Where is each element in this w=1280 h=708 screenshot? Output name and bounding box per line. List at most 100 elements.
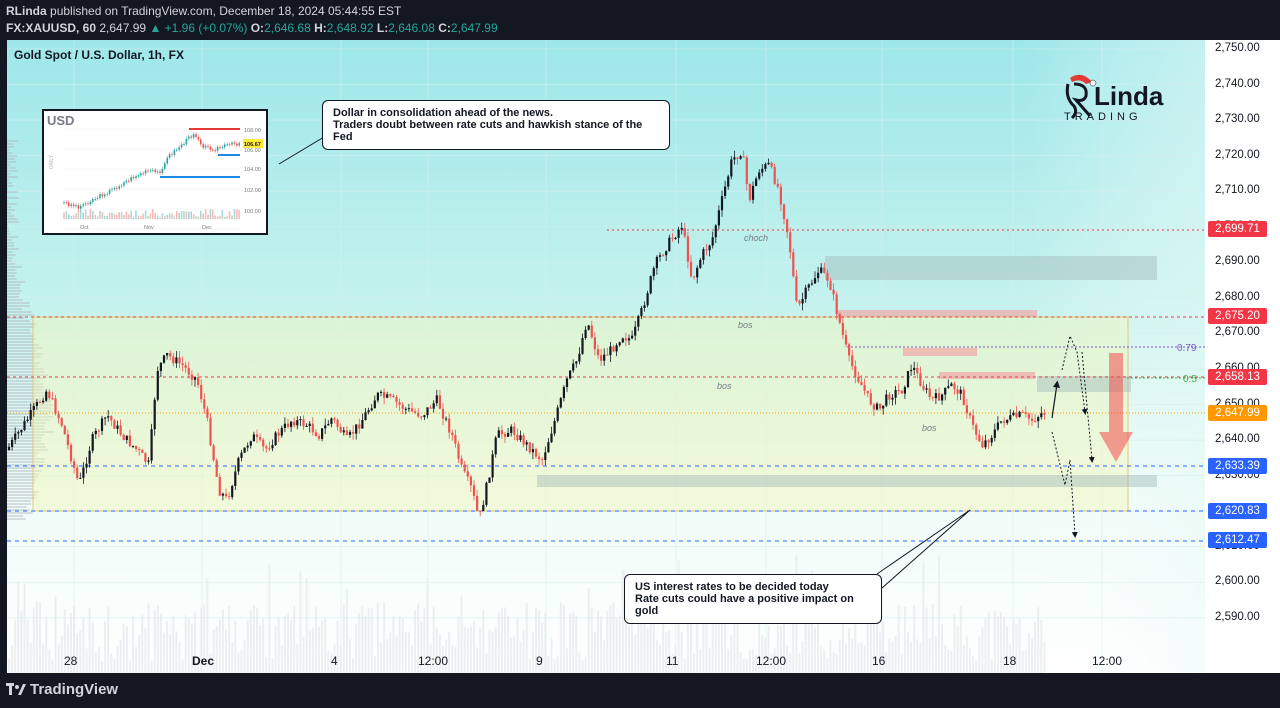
time-axis-label: Dec [192,654,215,668]
supply-zone-upper[interactable] [825,256,1157,280]
candle-body [271,445,274,449]
price-axis[interactable] [1205,40,1280,673]
candle-body [29,409,32,420]
supply-zone-mid[interactable] [903,348,977,356]
candle-body [919,373,922,386]
inset-candle-body [70,204,72,207]
publisher-name[interactable]: RLinda [6,4,47,18]
inset-volume-bar [89,209,92,219]
projection-arrow-up[interactable] [1051,380,1061,419]
price-tag-2633[interactable]: 2,633.39 [1208,458,1267,474]
price-tag-2620[interactable]: 2,620.83 [1208,503,1267,519]
inset-volume-bar [178,212,180,219]
candle-body [23,421,26,430]
volume-bar [404,632,407,673]
candle-body [451,432,454,436]
volume-bar [575,615,578,673]
candle-body [345,430,348,435]
inset-candle-body [214,150,216,152]
volume-bar [144,628,147,673]
candle-body [748,183,751,200]
candle-body [212,445,215,461]
candle-body [45,391,48,401]
candle-body [246,445,249,448]
change-value: ▲ +1.96 (+0.07%) [149,21,248,35]
volume-profile-row [7,218,18,220]
volume-bar [494,626,497,673]
candle-body [485,482,488,505]
time-axis-label: 18 [1003,654,1017,668]
candles[interactable] [7,150,1046,517]
candle-body [280,427,283,436]
price-tag-2699[interactable]: 2,699.71 [1208,221,1267,237]
candle-body [996,422,999,430]
candle-body [26,419,29,422]
volume-profile-row [7,317,25,319]
candle-body [162,355,166,363]
inset-volume-bar [92,210,94,219]
candle-body [423,415,426,418]
volume-bar [848,628,851,673]
volume-bar [925,607,928,673]
volume-bar [17,581,20,673]
volume-profile-row [7,371,45,373]
resistance-zone[interactable] [1037,376,1131,392]
callout-bottom[interactable]: US interest rates to be decided today Ra… [624,574,882,624]
inset-candle-body [188,136,190,139]
volume-profile-row [7,164,11,166]
price-tag-last[interactable]: 2,647.99 [1208,405,1267,421]
volume-bar [652,619,655,673]
volume-bar [550,638,553,673]
volume-bar [1021,650,1024,673]
candle-body [587,325,590,330]
candle-body [882,405,885,409]
candle-body [572,363,575,371]
inset-volume-bar [207,214,209,219]
usd-inset-chart[interactable]: USD DAILY 108.00 106.67 106.00 104.00 10… [42,109,268,235]
price-tag-2658[interactable]: 2,658.13 [1208,369,1267,385]
candle-body [336,419,339,427]
symbol-label[interactable]: FX:XAUUSD, 60 [6,21,97,35]
inset-candle-body [164,163,166,169]
supply-zone-right[interactable] [939,372,1035,379]
volume-bar [801,641,804,673]
candle-body [166,353,169,356]
inset-volume-bar [216,216,219,219]
candle-body [79,477,82,479]
volume-bar [504,607,506,673]
inset-volume-bar [75,213,77,219]
volume-bar [742,658,745,673]
volume-profile-row [7,173,12,175]
inset-volume-bar [204,209,207,219]
callout-top[interactable]: Dollar in consolidation ahead of the new… [322,100,670,150]
volume-bar [76,633,79,673]
supply-zone-small[interactable] [837,310,1037,317]
volume-bar [736,610,739,673]
volume-bar [265,656,268,673]
inset-candle-body [221,147,224,149]
candle-body [789,232,792,253]
volume-bar [256,608,258,673]
price-tag-2612[interactable]: 2,612.47 [1208,532,1267,548]
volume-bar [724,618,727,673]
tradingview-logo[interactable]: TradingView [6,681,118,698]
candle-body [1021,411,1024,413]
demand-zone[interactable] [537,475,1157,487]
volume-bar [702,607,705,673]
projection-path-lower[interactable] [1051,431,1078,538]
inset-candle-body [161,168,164,174]
volume-profile-row [7,389,43,391]
candle-body [361,420,364,429]
volume-bar [280,645,283,673]
bearish-arrow-icon[interactable] [1099,353,1133,462]
candle-body [94,430,97,435]
volume-bar [1000,611,1002,673]
usd-inset-price-6: 100.00 [244,209,261,215]
volume-bar [680,631,683,673]
volume-profile-row [7,497,36,499]
price-tag-2675[interactable]: 2,675.20 [1208,308,1267,324]
inset-candle-body [192,134,195,138]
projection-path-upper[interactable] [1061,334,1088,415]
volume-bar [1031,638,1033,673]
candle-body [395,397,398,403]
